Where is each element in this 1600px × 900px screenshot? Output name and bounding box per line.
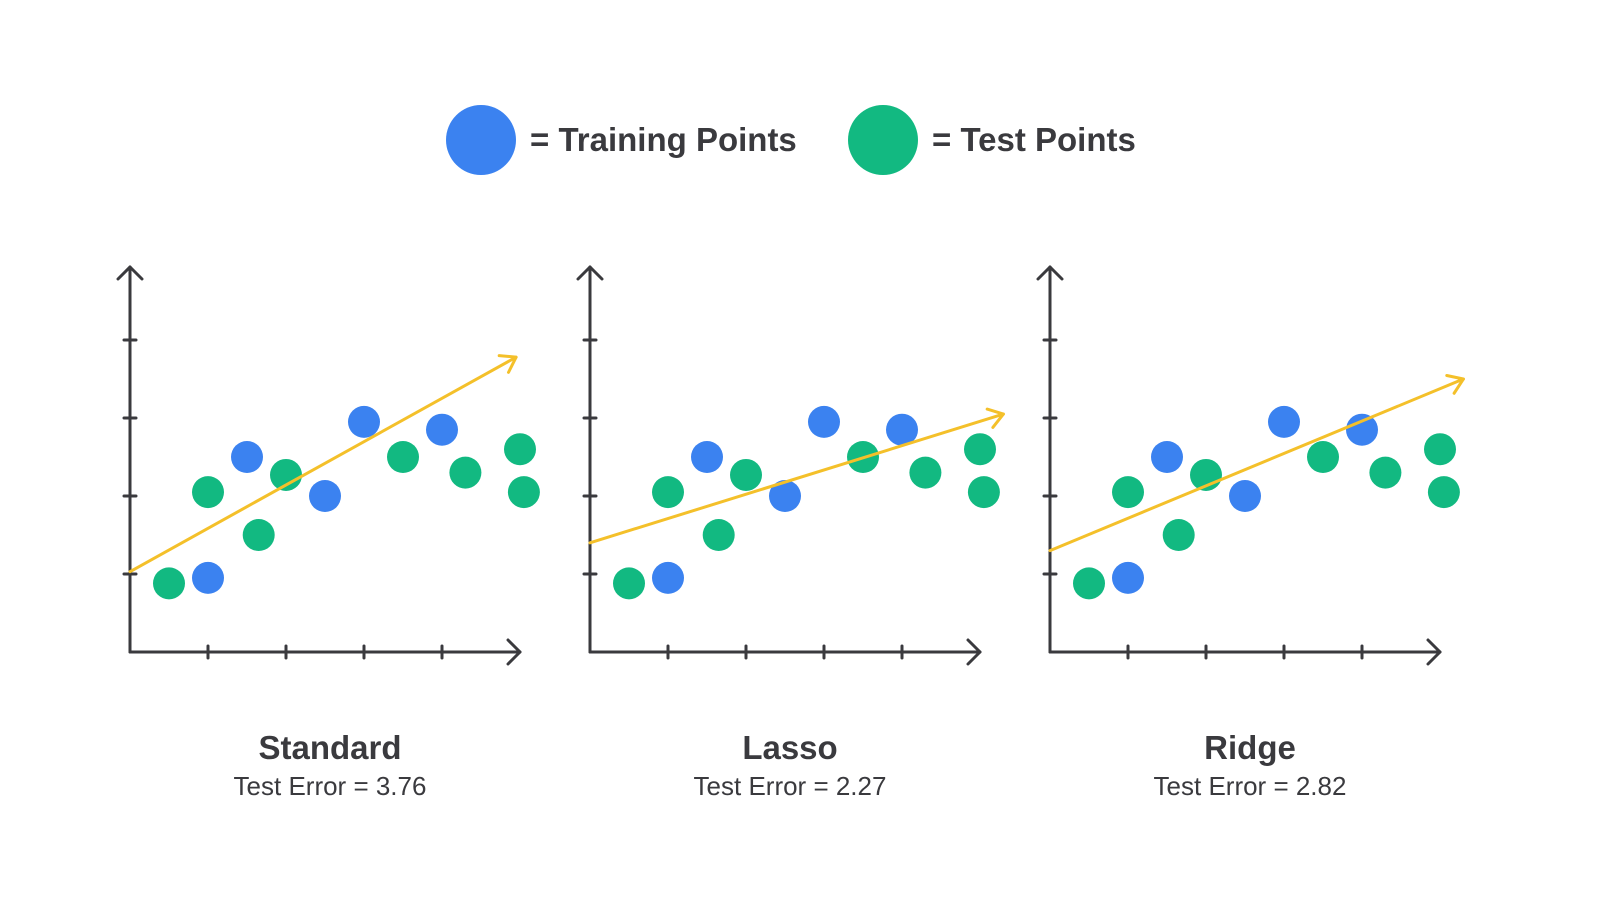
test-point-ridge-7 — [1427, 476, 1460, 509]
chart-title-standard: Standard — [258, 729, 402, 766]
caption-ridge: Ridge Test Error = 2.82 — [1030, 727, 1470, 803]
fit-line-arrow-lasso — [985, 407, 1005, 429]
test-point-standard-0 — [153, 567, 185, 600]
test-point-ridge-0 — [1073, 567, 1105, 600]
chart-title-lasso: Lasso — [742, 729, 838, 766]
fit-line-arrow-ridge — [1445, 374, 1465, 395]
caption-standard: Standard Test Error = 3.76 — [110, 727, 550, 803]
training-point-ridge-3 — [1268, 405, 1300, 438]
caption-lasso: Lasso Test Error = 2.27 — [570, 727, 1010, 803]
test-point-lasso-6 — [964, 433, 996, 466]
test-point-lasso-1 — [652, 476, 684, 509]
legend-item-training: = Training Points — [446, 100, 797, 180]
y-axis-arrow-ridge — [1036, 265, 1064, 281]
test-point-standard-4 — [387, 441, 419, 473]
legend-item-test: = Test Points — [848, 100, 1136, 180]
fit-line-lasso — [588, 412, 1005, 545]
training-point-lasso-1 — [691, 441, 723, 473]
chart-subtitle-standard: Test Error = 3.76 — [233, 771, 427, 801]
training-point-standard-1 — [231, 441, 263, 473]
legend-training-dot — [446, 105, 516, 175]
legend-training-label: = Training Points — [530, 121, 797, 158]
x-axis-arrow-ridge — [1426, 638, 1442, 666]
test-point-lasso-0 — [613, 567, 645, 600]
training-point-lasso-4 — [886, 413, 918, 446]
x-axis-arrow-standard — [506, 638, 522, 666]
chart-standard — [116, 265, 540, 666]
test-point-standard-1 — [192, 476, 224, 509]
x-axis-arrow-lasso — [966, 638, 982, 666]
legend-test-dot — [848, 105, 918, 175]
training-point-lasso-0 — [652, 561, 684, 594]
test-point-standard-2 — [242, 519, 275, 551]
chart-ridge — [1036, 265, 1465, 666]
test-point-standard-5 — [449, 456, 482, 489]
fit-line-standard — [128, 355, 518, 574]
training-point-ridge-2 — [1229, 480, 1261, 512]
test-point-standard-7 — [507, 476, 540, 509]
test-point-lasso-3 — [730, 458, 762, 491]
test-point-ridge-1 — [1112, 476, 1144, 509]
fit-line-ridge — [1048, 377, 1465, 553]
chart-subtitle-lasso: Test Error = 2.27 — [693, 771, 887, 801]
training-point-ridge-1 — [1151, 441, 1183, 473]
training-point-lasso-3 — [808, 405, 840, 438]
chart-lasso — [576, 265, 1005, 666]
test-point-lasso-5 — [909, 456, 942, 489]
test-point-ridge-5 — [1369, 456, 1402, 489]
test-point-ridge-4 — [1307, 441, 1339, 473]
y-axis-arrow-lasso — [576, 265, 604, 281]
chart-title-ridge: Ridge — [1204, 729, 1296, 766]
test-point-lasso-7 — [967, 476, 1000, 509]
training-point-standard-0 — [192, 561, 224, 594]
training-point-standard-3 — [348, 405, 380, 438]
training-point-lasso-2 — [769, 480, 801, 512]
fit-line-arrow-standard — [497, 354, 518, 374]
chart-subtitle-ridge: Test Error = 2.82 — [1153, 771, 1347, 801]
test-point-ridge-6 — [1424, 433, 1456, 466]
test-point-standard-6 — [504, 433, 536, 466]
test-point-lasso-2 — [702, 519, 735, 551]
training-point-standard-2 — [309, 480, 341, 512]
training-point-ridge-0 — [1112, 561, 1144, 594]
training-point-standard-4 — [426, 413, 458, 446]
legend-test-label: = Test Points — [932, 121, 1136, 158]
test-point-ridge-2 — [1162, 519, 1195, 551]
y-axis-arrow-standard — [116, 265, 144, 281]
test-point-standard-3 — [270, 458, 302, 491]
legend: = Training Points = Test Points — [0, 100, 1600, 180]
training-point-ridge-4 — [1346, 413, 1378, 446]
